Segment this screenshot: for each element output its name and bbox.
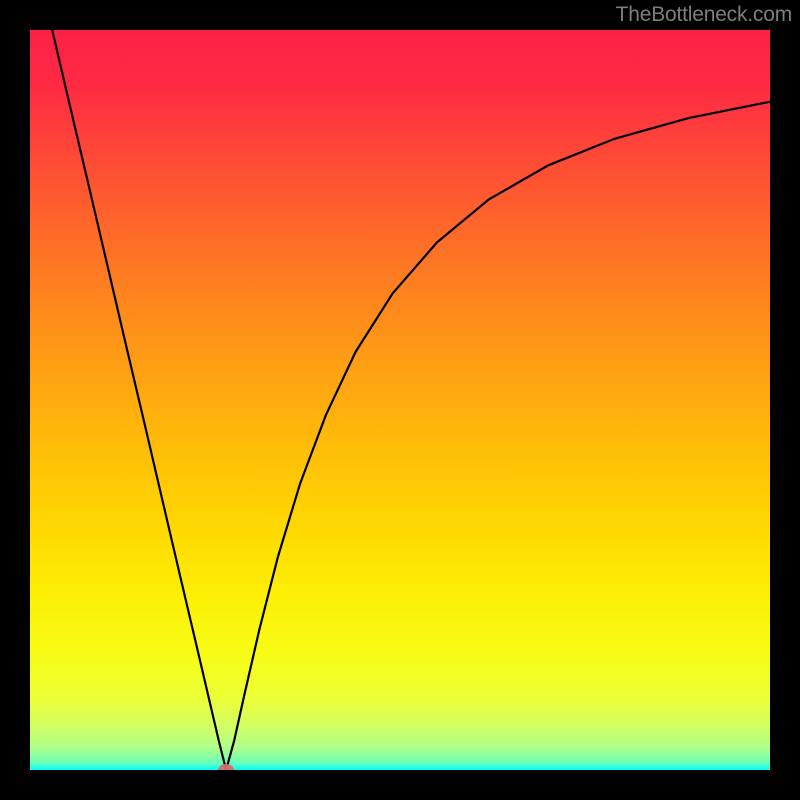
- plot-area: [30, 30, 770, 770]
- bottleneck-curve-path: [52, 30, 770, 770]
- bottleneck-curve-svg: [30, 30, 770, 770]
- watermark-text: TheBottleneck.com: [616, 3, 792, 27]
- minimum-marker: [218, 764, 234, 770]
